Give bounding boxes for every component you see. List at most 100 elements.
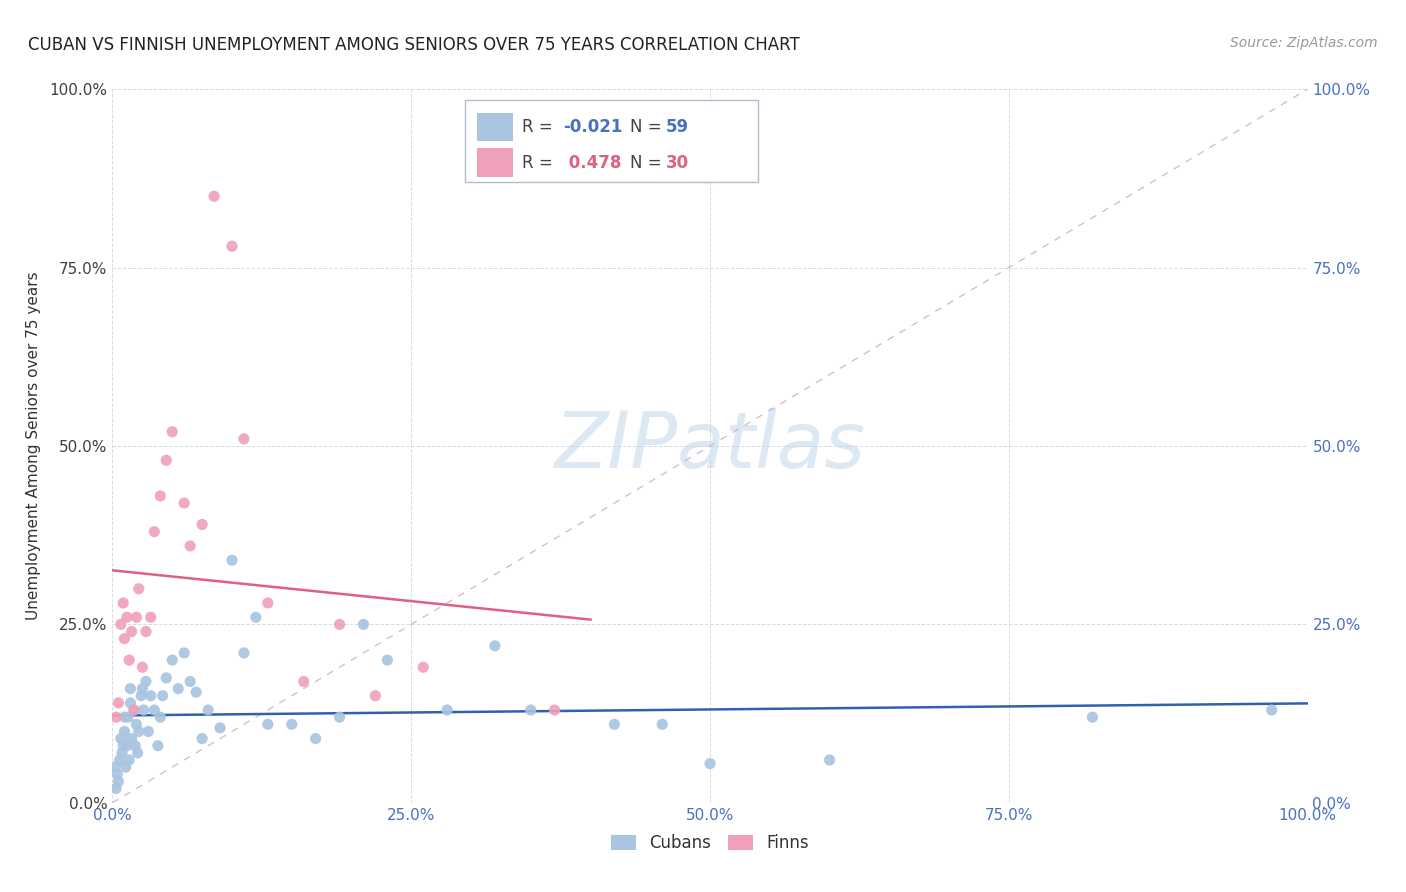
Point (112, 596, 135, 610)
Point (149, 489, 172, 503)
Point (162, 653, 183, 667)
Text: 59: 59 (666, 118, 689, 136)
Point (436, 703, 458, 717)
Point (114, 724, 135, 739)
Point (146, 739, 169, 753)
Point (114, 760, 136, 774)
Point (651, 717, 673, 731)
Point (127, 746, 149, 760)
Text: Source: ZipAtlas.com: Source: ZipAtlas.com (1230, 36, 1378, 50)
Point (179, 674, 201, 689)
Point (121, 624, 143, 639)
Point (118, 753, 141, 767)
Point (104, 760, 127, 774)
Point (124, 739, 146, 753)
Point (152, 689, 174, 703)
Point (197, 703, 219, 717)
Point (131, 681, 153, 696)
Text: R =: R = (523, 118, 558, 136)
Point (105, 767, 128, 781)
Point (110, 731, 132, 746)
Point (202, 189, 225, 203)
Point (149, 710, 172, 724)
FancyBboxPatch shape (465, 100, 758, 182)
Point (155, 671, 177, 685)
Point (167, 681, 190, 696)
Point (233, 432, 256, 446)
Point (412, 660, 434, 674)
Point (135, 674, 157, 689)
Point (305, 731, 328, 746)
Point (114, 710, 135, 724)
Point (118, 653, 141, 667)
Point (120, 696, 142, 710)
Text: 0.478: 0.478 (562, 153, 621, 171)
Point (105, 781, 128, 796)
Point (603, 717, 626, 731)
Text: ZIPatlas: ZIPatlas (554, 408, 866, 484)
Point (364, 689, 387, 703)
Point (543, 703, 565, 717)
Point (110, 617, 132, 632)
Bar (477, 112, 513, 141)
Point (125, 717, 148, 731)
Point (352, 617, 374, 632)
Point (143, 703, 166, 717)
Point (179, 539, 201, 553)
Point (128, 582, 150, 596)
Point (162, 425, 183, 439)
Bar (477, 148, 513, 177)
Point (112, 739, 135, 753)
Point (257, 717, 280, 731)
Point (257, 596, 280, 610)
Legend: Cubans, Finns: Cubans, Finns (605, 828, 815, 859)
Point (1081, 710, 1104, 724)
Point (138, 724, 160, 739)
Point (111, 746, 134, 760)
Point (173, 646, 195, 660)
Point (155, 453, 177, 467)
Point (245, 610, 267, 624)
Point (191, 731, 214, 746)
Point (484, 639, 506, 653)
Point (131, 660, 153, 674)
Point (107, 774, 129, 789)
Point (115, 739, 138, 753)
Point (115, 610, 138, 624)
Point (520, 703, 543, 717)
Text: N =: N = (630, 118, 666, 136)
Point (114, 632, 135, 646)
Text: 30: 30 (666, 153, 689, 171)
Text: -0.021: -0.021 (562, 118, 623, 136)
Point (186, 685, 208, 699)
Point (105, 710, 128, 724)
Point (132, 703, 155, 717)
Point (209, 721, 232, 735)
Point (292, 674, 315, 689)
Point (221, 239, 243, 253)
Text: CUBAN VS FINNISH UNEMPLOYMENT AMONG SENIORS OVER 75 YEARS CORRELATION CHART: CUBAN VS FINNISH UNEMPLOYMENT AMONG SENI… (28, 36, 800, 54)
Point (281, 717, 304, 731)
Point (125, 610, 148, 624)
Text: R =: R = (523, 153, 558, 171)
Point (818, 753, 841, 767)
Point (128, 724, 150, 739)
Point (122, 703, 145, 717)
Text: N =: N = (630, 153, 666, 171)
Point (233, 646, 256, 660)
Point (135, 624, 157, 639)
Point (699, 756, 721, 771)
Y-axis label: Unemployment Among Seniors over 75 years: Unemployment Among Seniors over 75 years (27, 272, 41, 620)
Point (120, 681, 142, 696)
Point (1261, 703, 1284, 717)
Point (139, 610, 162, 624)
Point (108, 753, 131, 767)
Point (117, 710, 139, 724)
Point (329, 710, 352, 724)
Point (329, 617, 352, 632)
Point (221, 553, 243, 567)
Point (173, 496, 195, 510)
Point (121, 731, 143, 746)
Point (143, 524, 166, 539)
Point (129, 689, 152, 703)
